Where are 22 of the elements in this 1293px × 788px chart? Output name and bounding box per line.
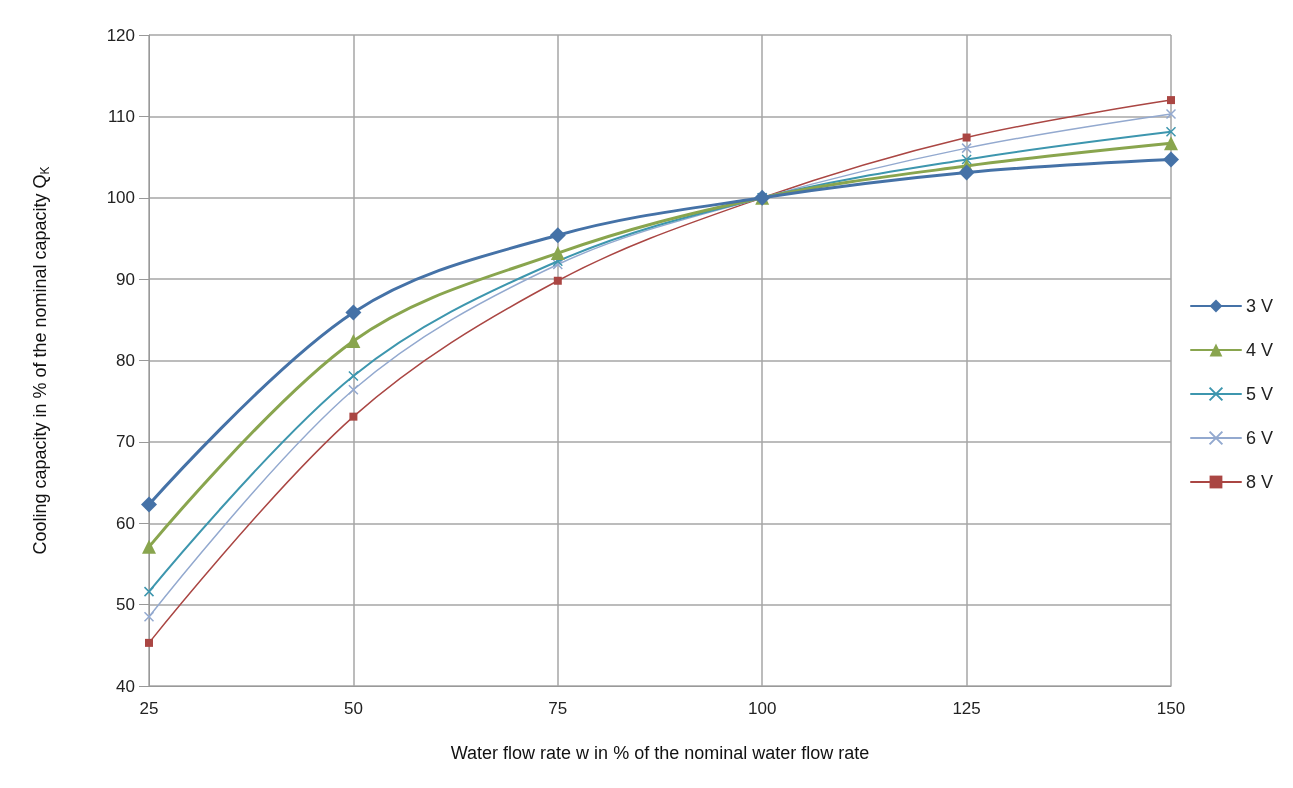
x-tick-label: 100 (748, 699, 777, 718)
x-tick-label: 150 (1156, 699, 1186, 718)
x-tick-label: 125 (952, 699, 981, 718)
x-tick-label: 25 (139, 699, 159, 718)
y-tick-label: 80 (116, 351, 135, 370)
y-tick-label: 50 (116, 595, 135, 615)
x-axis-title: Water flow rate w in % of the nominal water flow rate (450, 743, 870, 763)
y-tick-label: 90 (116, 269, 135, 289)
y-axis-title: Cooling capacity in % of the nominal capacity QK (30, 166, 52, 555)
legend-label: 3 V (1245, 296, 1274, 316)
x-tick-label: 50 (343, 699, 363, 718)
legend-label: 8 V (1245, 472, 1274, 492)
legend-label: 4 V (1245, 340, 1274, 360)
legend-label: 6 V (1245, 428, 1274, 448)
y-tick-label: 120 (106, 25, 135, 45)
legend-label: 5 V (1245, 384, 1274, 404)
y-tick-label: 40 (116, 676, 135, 696)
y-tick-label: 70 (116, 432, 135, 452)
x-tick-label: 75 (548, 699, 568, 718)
y-tick-label: 110 (107, 106, 135, 126)
y-tick-label: 100 (106, 188, 135, 208)
y-tick-label: 60 (116, 513, 135, 533)
